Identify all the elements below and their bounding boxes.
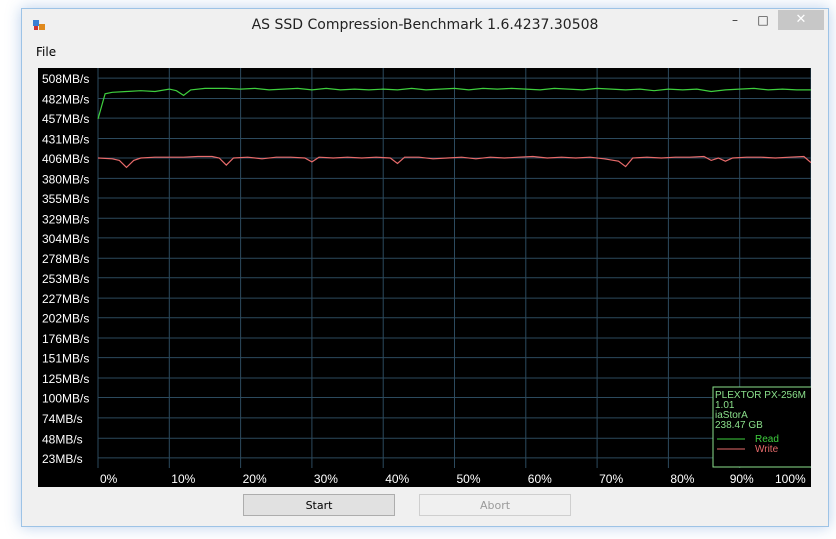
series-line-write [97,155,811,169]
y-tick-label: 355MB/s [42,192,89,206]
minimize-button[interactable]: – [732,13,738,27]
x-tick-label: 30% [314,472,338,486]
y-tick-label: 48MB/s [42,432,83,446]
y-tick-label: 74MB/s [42,412,83,426]
legend-driver-name: iaStorA [715,410,748,421]
close-button[interactable]: ✕ [778,10,824,30]
x-tick-label: 100% [775,472,806,486]
legend-drive-capacity: 238.47 GB [715,420,763,431]
y-tick-label: 508MB/s [42,72,89,86]
x-tick-label: 10% [171,472,195,486]
maximize-button[interactable]: □ [757,13,769,27]
y-tick-label: 406MB/s [42,152,89,166]
y-tick-label: 457MB/s [42,112,89,126]
y-tick-label: 482MB/s [42,93,89,107]
abort-button[interactable]: Abort [419,494,571,516]
y-tick-label: 253MB/s [42,272,89,286]
y-tick-label: 202MB/s [42,312,89,326]
y-tick-label: 227MB/s [42,292,89,306]
window-title: AS SSD Compression-Benchmark 1.6.4237.30… [251,17,599,33]
app-icon [33,20,45,30]
legend-write-label: Write [755,444,779,455]
y-tick-label: 304MB/s [42,232,89,246]
y-tick-label: 176MB/s [42,332,89,346]
menu-file[interactable]: File [36,45,57,59]
y-tick-label: 380MB/s [42,172,89,186]
legend-firmware-version: 1.01 [715,400,735,411]
legend-read-label: Read [755,434,779,445]
y-tick-label: 329MB/s [42,212,89,226]
x-tick-label: 80% [670,472,694,486]
y-tick-label: 100MB/s [42,392,89,406]
y-tick-label: 125MB/s [42,372,89,386]
start-button[interactable]: Start [243,494,395,516]
app-window: AS SSD Compression-Benchmark 1.6.4237.30… [21,8,829,527]
x-tick-label: 50% [457,472,481,486]
x-tick-label: 0% [100,472,118,486]
legend-drive-name: PLEXTOR PX-256M [715,390,806,401]
x-tick-label: 70% [599,472,623,486]
menu-bar: File [22,42,828,62]
y-tick-label: 431MB/s [42,132,89,146]
x-tick-label: 20% [243,472,267,486]
y-tick-label: 151MB/s [42,352,89,366]
title-bar[interactable]: AS SSD Compression-Benchmark 1.6.4237.30… [22,9,828,41]
y-tick-label: 278MB/s [42,252,89,266]
benchmark-chart: 508MB/s 482MB/s 457MB/s 431MB/s 406MB/s 380MB… [38,68,811,487]
x-tick-label: 40% [385,472,409,486]
x-tick-label: 60% [528,472,552,486]
y-tick-label: 23MB/s [42,452,83,466]
legend-box [712,386,811,468]
x-tick-label: 90% [730,472,754,486]
series-line-read [97,87,811,120]
